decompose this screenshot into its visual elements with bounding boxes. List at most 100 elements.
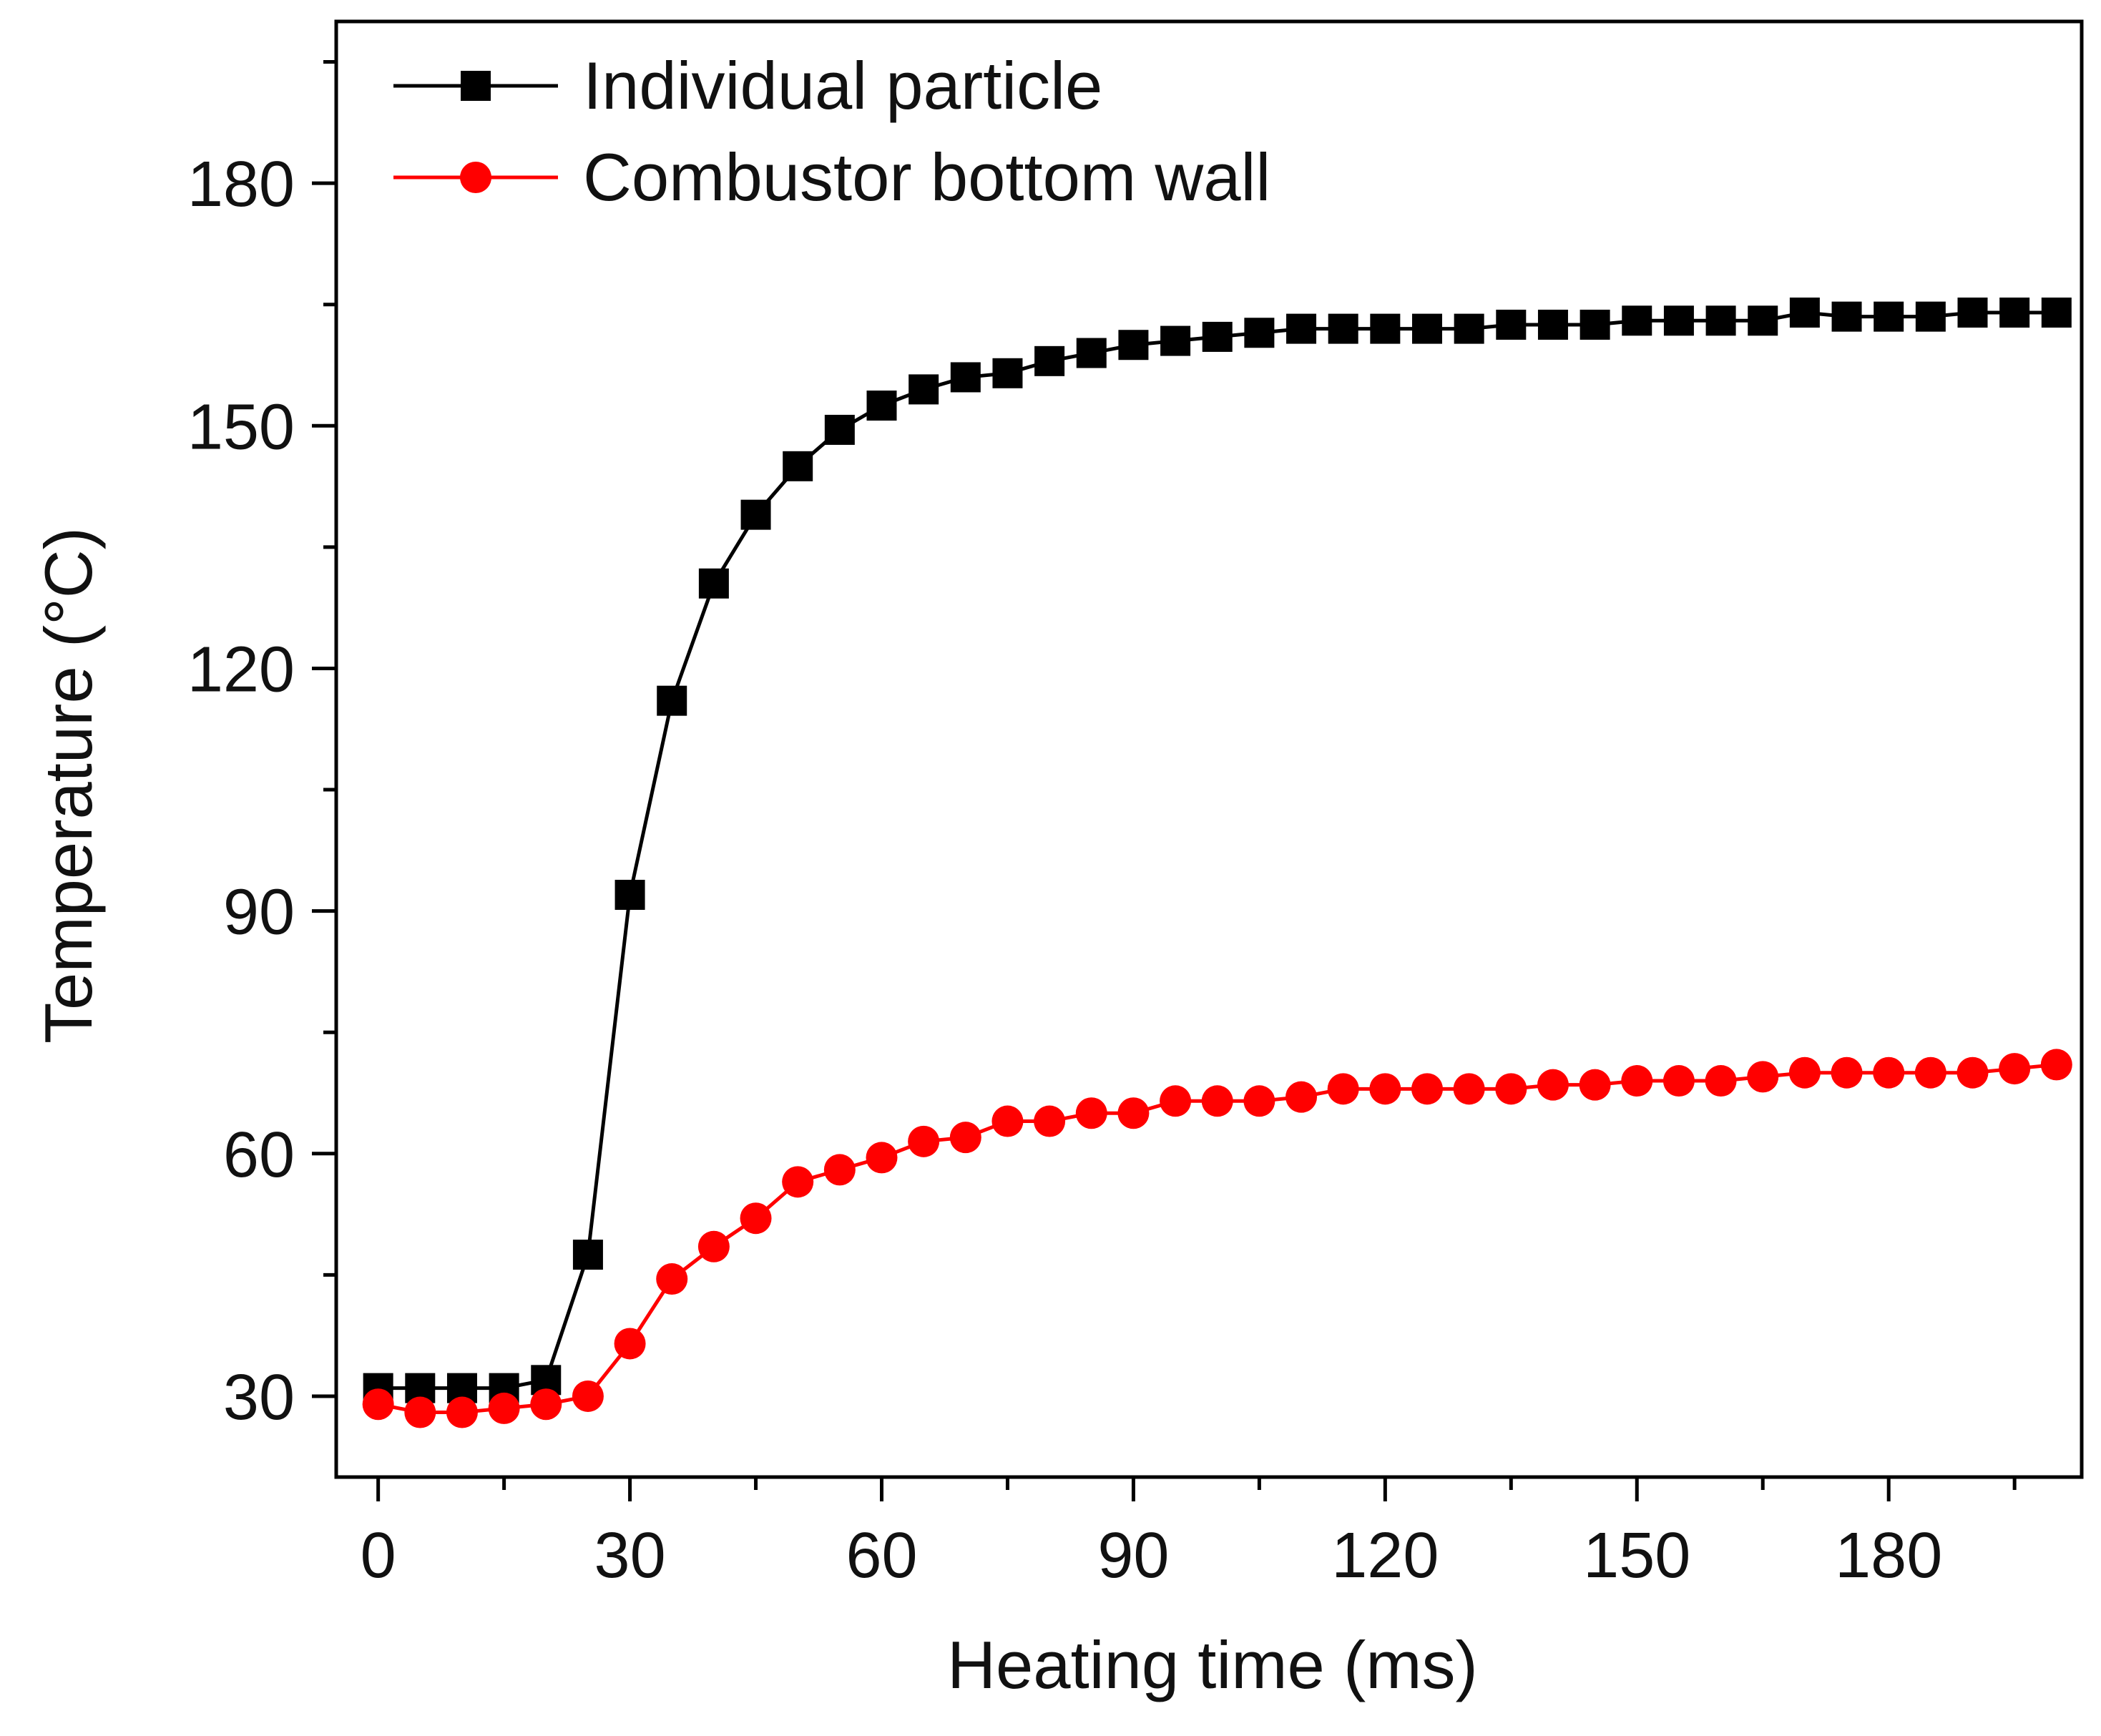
data-point-combustor-bottom-wall <box>1788 1056 1821 1089</box>
data-point-combustor-bottom-wall <box>1075 1097 1107 1129</box>
legend-label-combustor-bottom-wall: Combustor bottom wall <box>583 139 1270 215</box>
data-point-individual-particle <box>866 391 897 421</box>
data-point-individual-particle <box>950 362 981 393</box>
y-axis-title: Temperature (°C) <box>31 527 106 1044</box>
data-point-individual-particle <box>1244 318 1275 348</box>
data-point-combustor-bottom-wall <box>1453 1073 1485 1105</box>
data-point-individual-particle <box>1874 301 1904 332</box>
data-point-individual-particle <box>572 1240 603 1270</box>
data-point-individual-particle <box>1454 313 1484 344</box>
data-point-combustor-bottom-wall <box>1285 1081 1318 1113</box>
data-point-individual-particle <box>783 451 813 481</box>
data-point-individual-particle <box>1118 330 1149 361</box>
data-point-individual-particle <box>1789 298 1820 328</box>
data-point-combustor-bottom-wall <box>1160 1085 1192 1117</box>
data-point-combustor-bottom-wall <box>1831 1056 1863 1089</box>
data-point-individual-particle <box>1202 321 1233 352</box>
y-tick-label: 30 <box>223 1362 295 1433</box>
data-point-combustor-bottom-wall <box>1747 1061 1779 1093</box>
data-point-combustor-bottom-wall <box>823 1154 856 1186</box>
data-point-individual-particle <box>698 568 729 599</box>
data-point-individual-particle <box>1748 305 1778 336</box>
data-point-individual-particle <box>1915 301 1946 332</box>
data-point-individual-particle <box>824 414 855 445</box>
data-point-combustor-bottom-wall <box>908 1125 940 1157</box>
data-point-individual-particle <box>1580 309 1610 340</box>
data-point-individual-particle <box>1622 305 1652 336</box>
data-point-individual-particle <box>1957 298 1988 328</box>
y-tick-label: 60 <box>223 1119 295 1191</box>
data-point-combustor-bottom-wall <box>1411 1073 1443 1105</box>
data-point-individual-particle <box>1034 345 1065 376</box>
data-point-combustor-bottom-wall <box>866 1142 898 1174</box>
data-point-individual-particle <box>614 880 645 910</box>
data-point-combustor-bottom-wall <box>1914 1056 1946 1089</box>
x-tick-label: 0 <box>361 1520 396 1592</box>
data-point-individual-particle <box>1328 313 1358 344</box>
data-point-individual-particle <box>740 499 771 530</box>
data-point-combustor-bottom-wall <box>991 1105 1024 1137</box>
data-point-individual-particle <box>1705 305 1736 336</box>
legend: Individual particle Combustor bottom wal… <box>393 48 1270 215</box>
data-point-combustor-bottom-wall <box>446 1396 478 1428</box>
data-point-individual-particle <box>1286 313 1317 344</box>
data-point-combustor-bottom-wall <box>697 1230 730 1262</box>
data-point-individual-particle <box>909 374 939 405</box>
data-point-combustor-bottom-wall <box>1495 1073 1527 1105</box>
x-axis-title: Heating time (ms) <box>947 1627 1478 1702</box>
data-point-combustor-bottom-wall <box>1705 1065 1737 1097</box>
data-point-combustor-bottom-wall <box>614 1328 646 1360</box>
y-tick-label: 180 <box>187 149 295 220</box>
data-point-combustor-bottom-wall <box>740 1202 772 1235</box>
data-point-individual-particle <box>1537 309 1568 340</box>
plot-frame <box>334 19 2084 1479</box>
y-tick-label: 120 <box>187 634 295 705</box>
data-point-combustor-bottom-wall <box>1537 1069 1569 1101</box>
data-point-combustor-bottom-wall <box>1201 1085 1233 1117</box>
data-point-combustor-bottom-wall <box>1579 1069 1611 1101</box>
series-line-individual-particle <box>378 310 2057 1391</box>
data-point-combustor-bottom-wall <box>1621 1065 1653 1097</box>
axes-layer: 0 30 60 90 120 150 180 30 60 90 120 150 180 <box>187 19 2084 1592</box>
data-point-individual-particle <box>1999 298 2030 328</box>
legend-marker-combustor-bottom-wall <box>460 162 491 193</box>
x-tick-label: 60 <box>846 1520 917 1592</box>
data-point-combustor-bottom-wall <box>2040 1049 2072 1081</box>
data-point-individual-particle <box>1370 313 1401 344</box>
data-point-combustor-bottom-wall <box>1662 1065 1695 1097</box>
data-point-combustor-bottom-wall <box>1243 1085 1275 1117</box>
y-tick-label: 90 <box>223 877 295 948</box>
x-tick-label: 120 <box>1331 1520 1439 1592</box>
data-point-individual-particle <box>2041 298 2072 328</box>
data-point-individual-particle <box>1160 325 1191 356</box>
data-point-individual-particle <box>992 358 1023 388</box>
data-point-combustor-bottom-wall <box>572 1380 604 1412</box>
data-point-combustor-bottom-wall <box>404 1396 436 1428</box>
legend-marker-individual-particle <box>461 71 491 101</box>
data-point-individual-particle <box>1496 309 1527 340</box>
data-point-combustor-bottom-wall <box>782 1166 814 1198</box>
data-point-combustor-bottom-wall <box>1034 1105 1066 1137</box>
x-tick-label: 90 <box>1097 1520 1169 1592</box>
data-point-combustor-bottom-wall <box>1873 1056 1905 1089</box>
data-point-individual-particle <box>657 685 687 716</box>
data-point-combustor-bottom-wall <box>1327 1073 1359 1105</box>
series-layer <box>362 298 2072 1428</box>
data-point-combustor-bottom-wall <box>488 1392 520 1424</box>
x-tick-label: 30 <box>594 1520 666 1592</box>
data-point-individual-particle <box>1076 338 1107 368</box>
data-point-combustor-bottom-wall <box>1999 1053 2031 1085</box>
data-point-combustor-bottom-wall <box>1117 1097 1150 1129</box>
series-line-combustor-bottom-wall <box>378 1062 2057 1415</box>
data-point-individual-particle <box>1831 301 1862 332</box>
legend-label-individual-particle: Individual particle <box>583 48 1102 123</box>
data-point-individual-particle <box>1412 313 1442 344</box>
x-tick-label: 180 <box>1835 1520 1942 1592</box>
data-point-combustor-bottom-wall <box>656 1263 688 1295</box>
data-point-combustor-bottom-wall <box>949 1122 981 1154</box>
data-point-combustor-bottom-wall <box>1369 1073 1401 1105</box>
data-point-combustor-bottom-wall <box>530 1388 562 1421</box>
data-point-combustor-bottom-wall <box>1956 1056 1989 1089</box>
